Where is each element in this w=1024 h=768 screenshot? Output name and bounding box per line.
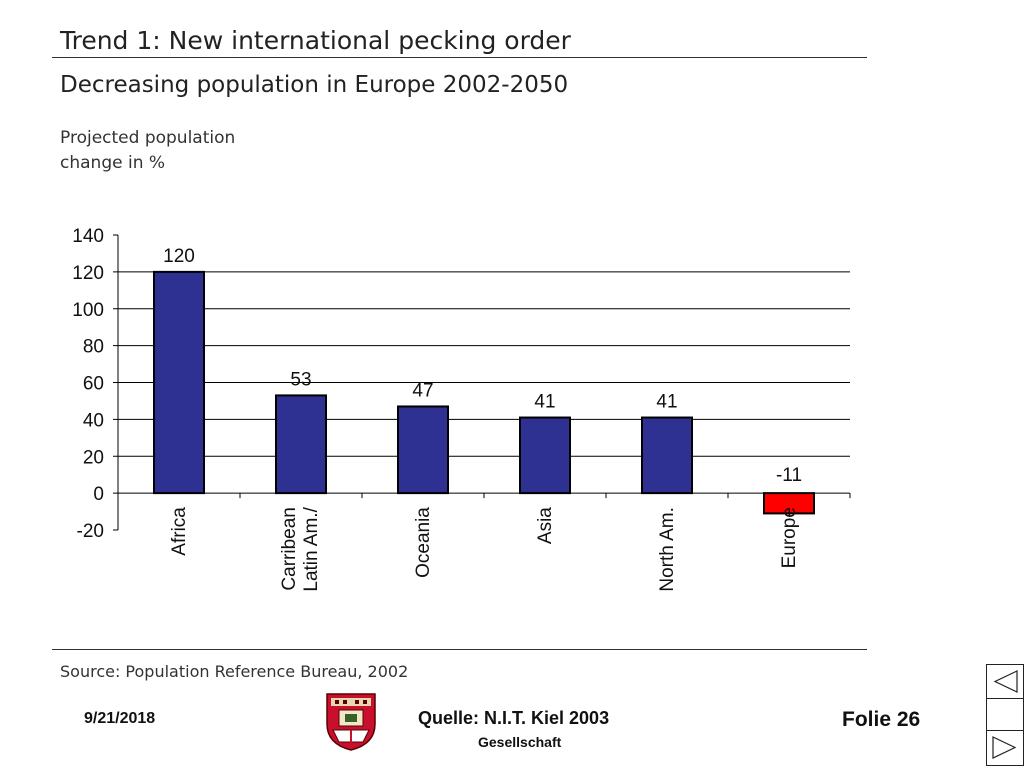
title-divider: [52, 57, 867, 58]
y-tick-label: 140: [72, 226, 104, 247]
triangle-right-icon: [992, 736, 1017, 759]
category-label: Oceania: [413, 507, 434, 578]
coat-of-arms-icon: [326, 693, 376, 751]
category-label: North Am.: [657, 507, 678, 591]
y-axis-label-line-2: change in %: [60, 153, 166, 173]
y-tick-label: 80: [83, 337, 104, 358]
slide-navigation-spacer: [987, 698, 1023, 731]
footer-organization: Gesellschaft: [478, 734, 562, 750]
next-slide-button[interactable]: [987, 731, 1023, 764]
y-tick-label: 0: [93, 484, 104, 505]
category-label-line: Europe: [779, 507, 800, 568]
bar: [763, 492, 815, 515]
category-label: Latin Am./Carribean: [279, 506, 322, 591]
bar-chart: 140 120 100 80 60 40 20 0 -20 120 Africa 53 Latin Am…: [72, 226, 851, 592]
slide-navigation: [986, 664, 1024, 766]
y-tick-label: 20: [83, 447, 104, 468]
slide-title: Trend 1: New international pecking order: [60, 26, 571, 55]
data-label: 41: [534, 392, 555, 413]
previous-slide-button[interactable]: [987, 665, 1023, 698]
category-label: Africa: [169, 507, 190, 556]
source-note: Source: Population Reference Bureau, 200…: [60, 662, 409, 681]
slide-subtitle: Decreasing population in Europe 2002-205…: [60, 72, 569, 98]
bar: [641, 416, 693, 495]
footer-date: 9/21/2018: [84, 710, 156, 727]
bar: [519, 416, 571, 495]
y-tick-label: -20: [77, 521, 104, 542]
category-label-line: North Am.: [657, 507, 678, 591]
y-tick-label: 60: [83, 374, 104, 395]
data-label: 41: [656, 392, 677, 413]
triangle-left-icon: [993, 670, 1018, 693]
slide-number: Folie 26: [842, 708, 921, 731]
source-divider: [52, 649, 867, 650]
data-label: 120: [163, 246, 195, 267]
y-axis-label: Projected population change in %: [60, 126, 235, 176]
category-label-line: Latin Am./: [301, 506, 322, 591]
category-label-line: Carribean: [279, 507, 300, 590]
footer-source: Quelle: N.I.T. Kiel 2003: [418, 708, 610, 728]
y-tick-label: 100: [72, 300, 104, 321]
category-label-line: Asia: [535, 507, 556, 544]
data-label: -11: [776, 465, 802, 486]
bar: [153, 270, 205, 495]
y-tick-label: 40: [83, 410, 104, 431]
category-label-line: Africa: [169, 507, 190, 556]
bar: [275, 394, 327, 495]
category-label-line: Oceania: [413, 507, 434, 578]
y-axis-label-line-1: Projected population: [60, 128, 236, 148]
data-label: 53: [290, 369, 311, 390]
category-label: Asia: [535, 507, 556, 544]
data-label: 47: [412, 380, 433, 401]
category-label: Europe: [779, 507, 800, 568]
y-tick-label: 120: [72, 263, 104, 284]
bar: [397, 405, 449, 495]
